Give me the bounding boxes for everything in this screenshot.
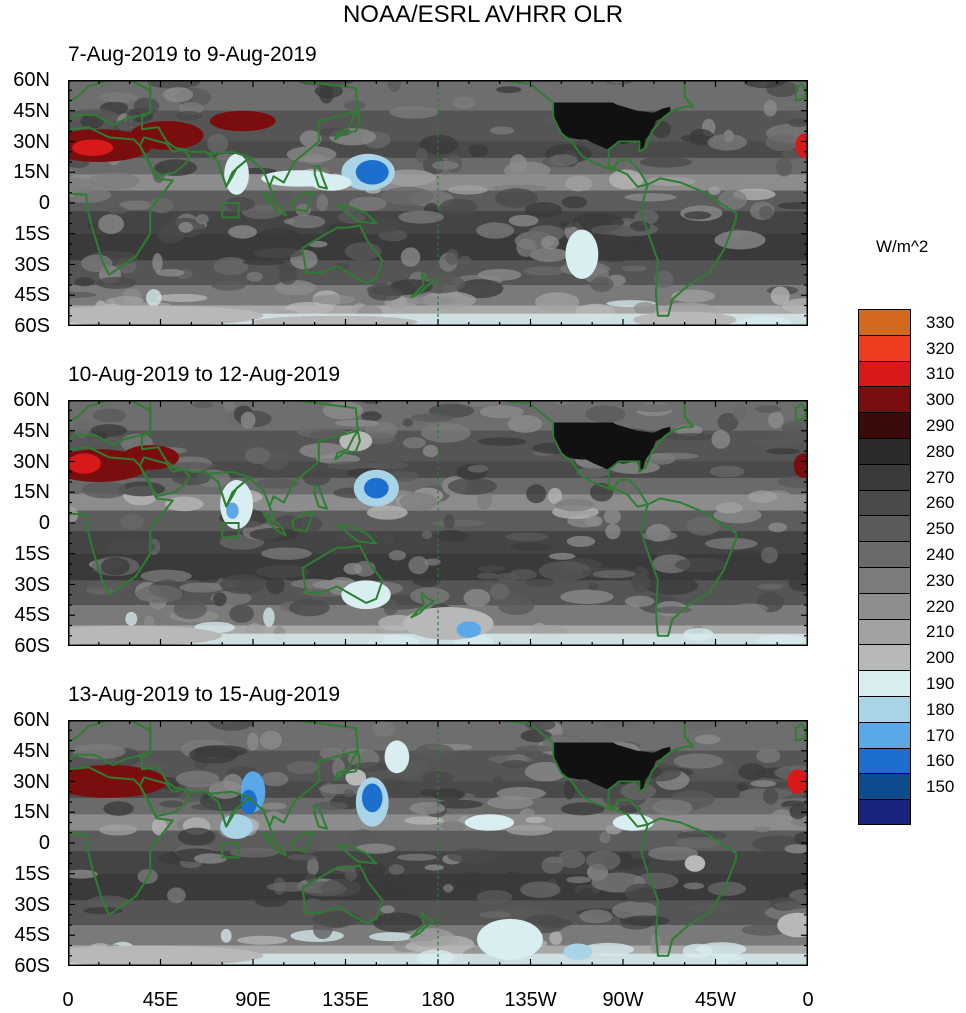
colorbar-swatch	[858, 463, 911, 490]
lat-label: 0	[38, 192, 50, 214]
lat-label: 15S	[14, 542, 50, 565]
colorbar-level-label: 260	[926, 493, 955, 513]
colorbar-swatch	[858, 541, 911, 567]
lat-label: 15N	[13, 481, 50, 504]
lat-label: 60N	[13, 389, 50, 411]
figure-title: NOAA/ESRL AVHRR OLR	[342, 1, 624, 28]
lon-label: 0	[62, 989, 74, 1011]
colorbar-level-label: 230	[926, 570, 955, 590]
colorbar-level-label: 220	[926, 596, 955, 616]
colorbar-swatch	[858, 386, 911, 413]
lon-label: 135W	[504, 989, 557, 1011]
lat-label: 30S	[14, 573, 50, 596]
colorbar-units: W/m^2	[876, 237, 929, 256]
colorbar-level-label: 310	[926, 364, 955, 384]
lat-label: 15N	[13, 161, 50, 184]
lat-label: 45S	[14, 604, 50, 627]
colorbar-level-label: 170	[926, 725, 955, 745]
panel-1-title: 7-Aug-2019 to 9-Aug-2019	[68, 43, 317, 66]
olr-map-panel-3	[68, 720, 808, 966]
panel-2-title: 10-Aug-2019 to 12-Aug-2019	[68, 363, 341, 386]
lat-label: 45S	[14, 284, 50, 307]
lat-label: 30N	[13, 130, 50, 153]
colorbar-swatch	[858, 773, 911, 800]
lat-label: 45N	[13, 419, 50, 442]
lon-label: 180	[421, 989, 455, 1011]
lat-label: 60S	[14, 635, 50, 657]
lat-label: 45S	[14, 924, 50, 947]
colorbar-swatch	[858, 360, 911, 387]
colorbar-level-label: 300	[926, 390, 955, 410]
colorbar-swatch	[858, 567, 911, 593]
colorbar-swatch	[858, 618, 911, 645]
lon-label: 45E	[142, 989, 179, 1011]
lat-label: 30N	[13, 770, 50, 793]
olr-map-svg-2	[68, 400, 808, 646]
colorbar-level-label: 330	[926, 312, 955, 332]
olr-map-svg-3	[68, 720, 808, 966]
colorbar-swatch	[858, 747, 911, 774]
panel-3-title: 13-Aug-2019 to 15-Aug-2019	[68, 683, 341, 706]
colorbar-level-label: 200	[926, 648, 955, 668]
colorbar-swatch	[858, 438, 911, 464]
lon-label: 135E	[322, 989, 369, 1011]
lon-label: 45W	[694, 989, 737, 1011]
lat-label: 15S	[14, 222, 50, 245]
lon-label: 90W	[602, 989, 644, 1011]
lat-label: 60S	[14, 315, 50, 337]
lat-label: 60N	[13, 69, 50, 91]
lat-label: 60N	[13, 709, 50, 731]
lat-label: 30S	[14, 893, 50, 916]
lat-label: 45N	[13, 739, 50, 762]
colorbar-swatch	[858, 592, 911, 619]
lat-label: 60S	[14, 955, 50, 977]
colorbar-swatch	[858, 334, 911, 361]
lat-label: 15S	[14, 862, 50, 885]
lon-label: 0	[802, 989, 814, 1011]
colorbar-level-label: 280	[926, 441, 955, 461]
colorbar-level-label: 240	[926, 545, 955, 564]
colorbar-level-label: 150	[926, 777, 955, 797]
colorbar-swatch	[858, 489, 911, 516]
colorbar-swatch	[858, 799, 911, 825]
lon-label: 90E	[235, 989, 271, 1011]
colorbar-swatch	[858, 515, 911, 542]
colorbar-level-label: 320	[926, 338, 955, 358]
olr-map-panel-1	[68, 80, 808, 326]
olr-map-panel-2	[68, 400, 808, 646]
colorbar-level-label: 210	[926, 622, 955, 642]
lat-label: 45N	[13, 99, 50, 122]
lat-label: 30S	[14, 253, 50, 276]
colorbar-level-label: 250	[926, 519, 955, 539]
colorbar-swatch	[858, 670, 911, 696]
colorbar-level-label: 270	[926, 467, 955, 487]
colorbar-level-label: 190	[926, 674, 955, 693]
colorbar-swatch	[858, 412, 911, 438]
colorbar-level-label: 180	[926, 699, 955, 719]
lat-label: 15N	[13, 801, 50, 824]
olr-map-svg-1	[68, 80, 808, 326]
colorbar-swatch	[858, 721, 911, 748]
colorbar-swatch	[858, 644, 911, 671]
colorbar-swatch	[858, 309, 911, 335]
lat-label: 0	[38, 832, 50, 854]
lat-label: 30N	[13, 450, 50, 473]
colorbar-level-label: 160	[926, 751, 955, 771]
lat-label: 0	[38, 512, 50, 534]
colorbar-level-label: 290	[926, 416, 955, 435]
colorbar-swatch	[858, 696, 911, 722]
